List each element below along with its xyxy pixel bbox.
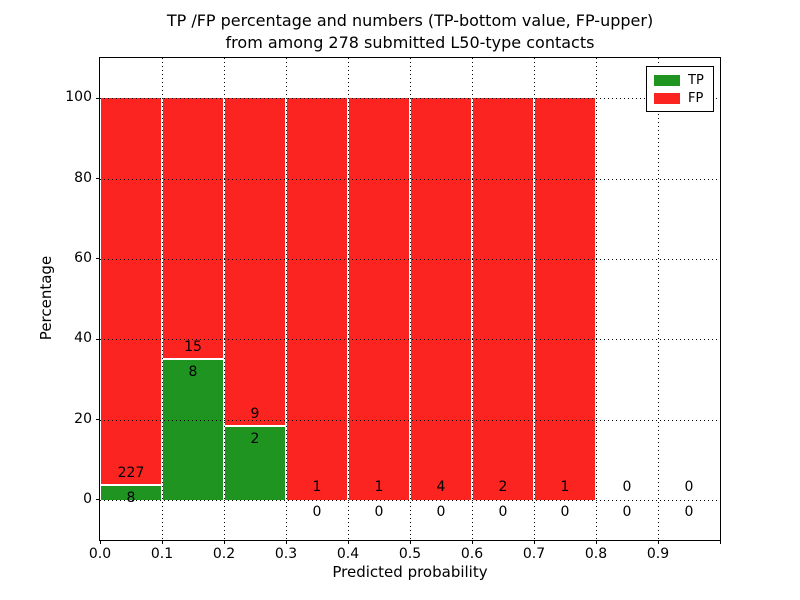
x-tick-mark: [285, 540, 287, 544]
y-tick-label: 0: [83, 490, 92, 507]
bar-fp-segment: [287, 98, 347, 500]
tp-count-label: 0: [436, 503, 446, 520]
x-tick-mark: [719, 540, 721, 544]
chart-title: TP /FP percentage and numbers (TP-bottom…: [110, 10, 710, 54]
bar-fp-segment: [225, 98, 285, 425]
gridline-vertical: [472, 58, 473, 540]
y-tick-label: 60: [74, 249, 92, 266]
x-tick-mark: [533, 540, 535, 544]
fp-count-label: 1: [312, 478, 322, 495]
x-tick-label: 0.8: [584, 546, 608, 562]
bar-fp-segment: [535, 98, 595, 500]
fp-count-label: 0: [622, 478, 632, 495]
x-tick-mark: [657, 540, 659, 544]
y-axis-label: Percentage: [37, 255, 55, 341]
x-tick-mark: [161, 540, 163, 544]
fp-count-label: 2: [498, 478, 508, 495]
y-tick-label: 80: [74, 169, 92, 186]
gridline-vertical: [410, 58, 411, 540]
y-tick-mark: [96, 97, 100, 99]
bar-fp-segment: [349, 98, 409, 500]
legend-label-tp: TP: [688, 72, 704, 88]
x-axis-label: Predicted probability: [332, 563, 488, 581]
tp-count-label: 0: [312, 503, 322, 520]
legend-item-fp: FP: [654, 92, 706, 105]
legend: TP FP: [646, 66, 714, 112]
y-tick-mark: [96, 419, 100, 420]
tp-count-label: 8: [188, 364, 198, 381]
x-tick-label: 0.0: [88, 546, 112, 562]
fp-count-label: 1: [560, 478, 570, 495]
bar-tp-segment: [225, 426, 285, 500]
x-tick-mark: [409, 540, 411, 544]
gridline-vertical: [534, 58, 535, 540]
y-tick-mark: [96, 178, 100, 179]
chart-title-line1: TP /FP percentage and numbers (TP-bottom…: [166, 11, 654, 30]
x-tick-label: 0.4: [336, 546, 360, 562]
y-tick-label: 20: [74, 410, 92, 427]
x-tick-label: 0.1: [150, 546, 174, 562]
y-tick-label: 100: [65, 89, 92, 106]
gridline-vertical: [348, 58, 349, 540]
tp-count-label: 0: [622, 503, 632, 520]
tp-swatch-icon: [654, 74, 680, 86]
tp-count-label: 0: [374, 503, 384, 520]
fp-count-label: 4: [436, 478, 446, 495]
gridline-vertical: [658, 58, 659, 540]
fp-count-label: 0: [684, 478, 694, 495]
tp-count-label: 8: [126, 490, 136, 507]
bar-fp-segment: [411, 98, 471, 500]
bar-tp-segment: [163, 360, 223, 500]
legend-item-tp: TP: [654, 74, 706, 87]
bar-fp-segment: [101, 98, 161, 485]
bar-fp-segment: [163, 98, 223, 359]
x-tick-label: 0.9: [646, 546, 670, 562]
x-tick-mark: [347, 540, 349, 544]
x-tick-mark: [223, 540, 225, 544]
x-tick-label: 0.2: [212, 546, 236, 562]
fp-count-label: 15: [184, 339, 202, 356]
y-tick-mark: [96, 338, 100, 340]
gridline-vertical: [286, 58, 287, 540]
x-tick-mark: [471, 540, 473, 544]
fp-count-label: 227: [117, 465, 145, 482]
x-tick-label: 0.5: [398, 546, 422, 562]
y-tick-mark: [96, 258, 100, 260]
tp-count-label: 0: [498, 503, 508, 520]
tp-count-label: 0: [684, 503, 694, 520]
gridline-vertical: [224, 58, 225, 540]
x-tick-mark: [595, 540, 597, 544]
tp-count-label: 0: [560, 503, 570, 520]
y-tick-mark: [96, 499, 100, 501]
x-tick-label: 0.6: [460, 546, 484, 562]
bar-tp-segment: [101, 486, 161, 500]
y-tick-label: 40: [74, 330, 92, 347]
fp-count-label: 1: [374, 478, 384, 495]
fp-swatch-icon: [654, 92, 680, 104]
bar-fp-segment: [473, 98, 533, 500]
chart-title-line2: from among 278 submitted L50-type contac…: [225, 33, 595, 52]
legend-label-fp: FP: [688, 90, 704, 106]
gridline-vertical: [162, 58, 163, 540]
x-tick-mark: [99, 540, 101, 544]
gridline-vertical: [596, 58, 597, 540]
x-tick-label: 0.3: [274, 546, 298, 562]
fp-count-label: 9: [250, 405, 260, 422]
x-tick-label: 0.7: [522, 546, 546, 562]
tp-count-label: 2: [250, 430, 260, 447]
